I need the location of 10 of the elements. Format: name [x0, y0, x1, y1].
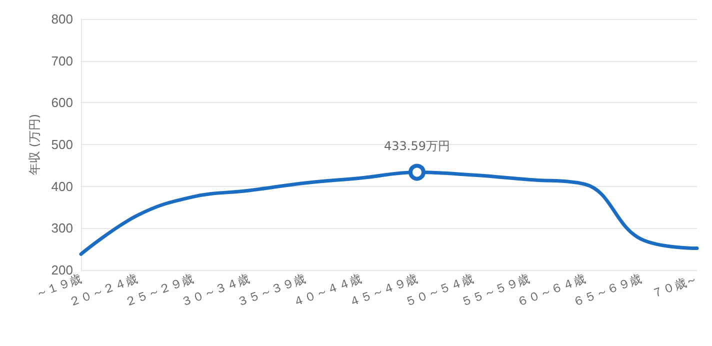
y-tick-label: 700 [51, 53, 73, 68]
y-tick-label: 600 [51, 95, 73, 110]
y-axis-title: 年収 (万円) [27, 114, 42, 176]
y-tick-label: 300 [51, 220, 73, 236]
y-tick-label: 800 [51, 12, 73, 26]
y-tick-label: 200 [51, 262, 73, 278]
y-tick-label: 400 [51, 178, 73, 194]
y-tick-label: 500 [51, 137, 73, 152]
data-label: 433.59万円 [384, 138, 450, 153]
x-tick-label: ７０歳～ [650, 271, 700, 301]
